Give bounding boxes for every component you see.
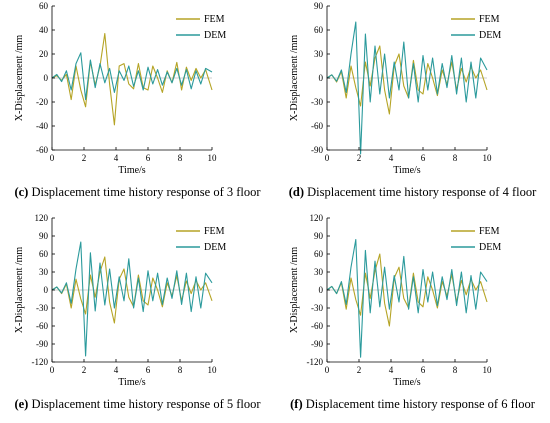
chart-f: -120 -90 -60 -30 0 30 60 90 120 0 2 4 6 8 10 Time/s X-Di… (289, 213, 501, 388)
chart-panel-c: -60 -40 -20 0 20 40 60 0 2 4 6 8 10 Time/s X-Displacem… (0, 0, 275, 211)
y-tick-label: 0 (44, 285, 49, 295)
series-line-dem (326, 239, 488, 358)
y-tick-label: -60 (36, 321, 48, 331)
y-tick-label: -30 (36, 303, 48, 313)
y-tick-label: 60 (314, 249, 324, 259)
x-tick-label: 6 (146, 153, 151, 163)
x-axis-title: Time/s (118, 377, 146, 388)
x-tick-label: 6 (421, 153, 426, 163)
y-tick-label: -120 (307, 357, 324, 367)
legend-label-fem: FEM (204, 226, 225, 237)
y-tick-label: 90 (314, 231, 324, 241)
caption-c: (c) Displacement time history response o… (0, 185, 275, 200)
y-axis-title: X-Displacement /mm (289, 247, 300, 334)
x-tick-label: 6 (146, 365, 151, 375)
series-line-dem (51, 52, 213, 101)
y-tick-label: 60 (39, 1, 49, 11)
x-tick-label: 4 (114, 153, 119, 163)
chart-c: -60 -40 -20 0 20 40 60 0 2 4 6 8 10 Time/s X-Displacem… (14, 1, 226, 176)
caption-text: Displacement time history response of 6 … (305, 397, 535, 411)
caption-d: (d) Displacement time history response o… (275, 185, 550, 200)
x-tick-label: 8 (453, 365, 458, 375)
x-tick-label: 2 (82, 365, 87, 375)
caption-f: (f) Displacement time history response o… (275, 397, 550, 412)
x-tick-label: 2 (357, 153, 362, 163)
y-tick-label: 30 (39, 267, 49, 277)
y-tick-label: -30 (311, 97, 323, 107)
y-tick-label: 90 (314, 1, 324, 11)
x-tick-label: 2 (82, 153, 87, 163)
y-tick-label: 120 (35, 213, 49, 223)
y-tick-label: 60 (39, 249, 49, 259)
x-tick-label: 10 (208, 365, 218, 375)
y-tick-label: 120 (310, 213, 324, 223)
x-axis-title: Time/s (393, 377, 421, 388)
y-axis-title: X-Displacement /mm (289, 35, 300, 122)
x-tick-label: 10 (208, 153, 218, 163)
y-tick-label: -90 (311, 145, 323, 155)
x-tick-label: 4 (389, 365, 394, 375)
x-axis-title: Time/s (118, 165, 146, 176)
legend-label-dem: DEM (204, 30, 226, 41)
legend-label-fem: FEM (204, 14, 225, 25)
y-tick-label: -20 (36, 97, 48, 107)
x-tick-label: 8 (178, 365, 183, 375)
chart-panel-d: -90 -60 -30 0 30 60 90 0 2 4 6 8 10 Time/s X-Displacem… (275, 0, 550, 211)
caption-text: Displacement time history response of 4 … (307, 185, 537, 199)
y-tick-label: 30 (314, 267, 324, 277)
y-tick-label: 30 (314, 49, 324, 59)
y-tick-label: -120 (32, 357, 49, 367)
chart-d: -90 -60 -30 0 30 60 90 0 2 4 6 8 10 Time/s X-Displacem… (289, 1, 501, 176)
x-tick-label: 8 (178, 153, 183, 163)
y-tick-label: 0 (319, 73, 324, 83)
x-tick-label: 10 (483, 365, 493, 375)
x-tick-label: 6 (421, 365, 426, 375)
legend-label-dem: DEM (204, 242, 226, 253)
y-tick-label: 40 (39, 25, 49, 35)
legend-label-dem: DEM (479, 30, 501, 41)
y-axis-title: X-Displacement /mm (14, 247, 25, 334)
x-axis-title: Time/s (393, 165, 421, 176)
panel-label: (d) (288, 185, 305, 199)
chart-panel-e: -120 -90 -60 -30 0 30 60 90 120 0 2 4 6 8 10 Time/s X-Di… (0, 212, 275, 423)
panel-label: (f) (290, 397, 303, 411)
y-tick-label: -90 (311, 339, 323, 349)
x-tick-label: 0 (50, 365, 55, 375)
y-tick-label: 60 (314, 25, 324, 35)
y-tick-label: 90 (39, 231, 49, 241)
x-tick-label: 0 (50, 153, 55, 163)
y-tick-label: -60 (311, 321, 323, 331)
caption-text: Displacement time history response of 3 … (31, 185, 261, 199)
series-line-dem (326, 21, 488, 155)
x-tick-label: 10 (483, 153, 493, 163)
x-tick-label: 2 (357, 365, 362, 375)
y-tick-label: -40 (36, 121, 48, 131)
chart-e: -120 -90 -60 -30 0 30 60 90 120 0 2 4 6 8 10 Time/s X-Di… (14, 213, 226, 388)
x-tick-label: 4 (114, 365, 119, 375)
panel-label: (e) (14, 397, 29, 411)
series-line-dem (51, 241, 213, 357)
x-tick-label: 0 (325, 153, 330, 163)
y-tick-label: -60 (311, 121, 323, 131)
y-axis-title: X-Displacement /mm (14, 35, 25, 122)
legend-label-fem: FEM (479, 14, 500, 25)
caption-e: (e) Displacement time history response o… (0, 397, 275, 412)
x-tick-label: 4 (389, 153, 394, 163)
y-tick-label: -90 (36, 339, 48, 349)
y-tick-label: 20 (39, 49, 49, 59)
panel-label: (c) (14, 185, 29, 199)
legend-label-fem: FEM (479, 226, 500, 237)
chart-panel-f: -120 -90 -60 -30 0 30 60 90 120 0 2 4 6 8 10 Time/s X-Di… (275, 212, 550, 423)
y-tick-label: -60 (36, 145, 48, 155)
x-tick-label: 0 (325, 365, 330, 375)
y-tick-label: 0 (319, 285, 324, 295)
y-tick-label: -30 (311, 303, 323, 313)
x-tick-label: 8 (453, 153, 458, 163)
caption-text: Displacement time history response of 5 … (31, 397, 261, 411)
legend-label-dem: DEM (479, 242, 501, 253)
y-tick-label: 0 (44, 73, 49, 83)
